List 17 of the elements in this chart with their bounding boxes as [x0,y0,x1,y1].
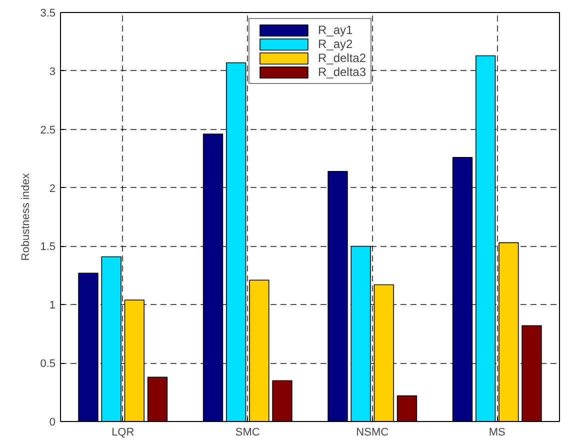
x-tick-label: SMC [235,426,260,438]
y-tick-label: 2.5 [40,124,56,136]
y-axis-title: Robustness index [20,172,32,261]
y-tick-label: 1.5 [40,241,56,254]
y-tick-label: 1 [49,300,56,312]
legend-label: R_ay2 [318,37,353,51]
y-tick-label: 2 [49,182,56,195]
x-tick-label: NSMC [356,426,389,438]
y-tick-label: 0.5 [40,358,56,370]
x-tick-label: LQR [112,426,134,438]
y-tick-label: 0 [49,416,56,428]
x-tick-label: MS [488,426,506,438]
y-tick-label: 3.5 [40,8,56,20]
y-tick-label: 3 [49,66,56,78]
legend-label: R_ay1 [318,23,353,37]
legend-label: R_delta2 [318,51,366,65]
legend-label: R_delta3 [318,65,366,79]
